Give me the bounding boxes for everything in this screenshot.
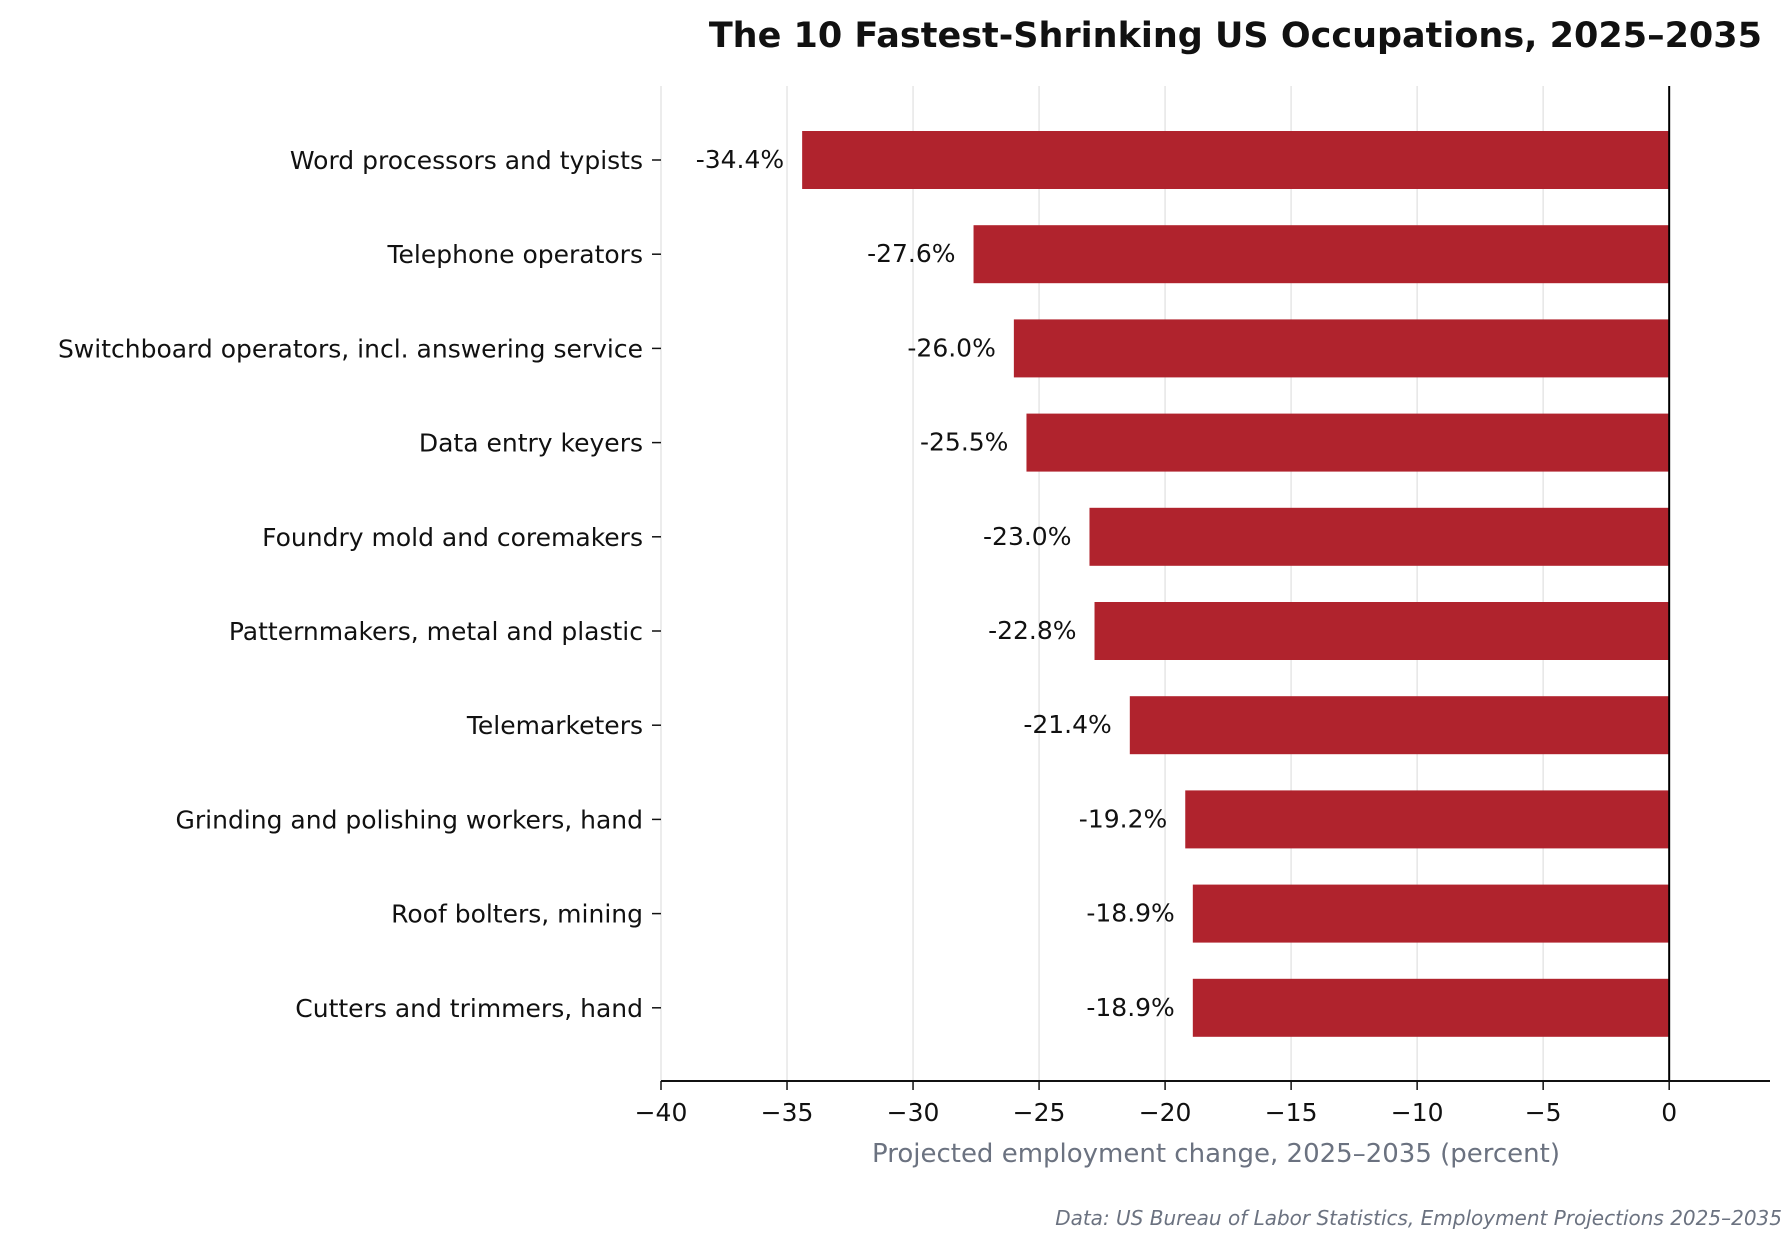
value-label-5: -22.8% — [988, 616, 1076, 645]
bar-5 — [1094, 602, 1670, 660]
x-tick-label-1: −35 — [761, 1098, 814, 1127]
value-label-7: -19.2% — [1079, 804, 1167, 833]
value-label-6: -21.4% — [1023, 710, 1111, 739]
bar-0 — [802, 131, 1670, 189]
category-label-4: Foundry mold and coremakers — [262, 523, 643, 552]
category-label-1: Telephone operators — [387, 240, 643, 269]
x-tick-label-7: −5 — [1525, 1098, 1562, 1127]
source-note: Data: US Bureau of Labor Statistics, Emp… — [1055, 1206, 1782, 1230]
value-label-3: -25.5% — [920, 428, 1008, 457]
bar-6 — [1129, 696, 1670, 755]
value-label-0: -34.4% — [696, 145, 784, 174]
bar-8 — [1192, 884, 1670, 943]
bars — [802, 131, 1670, 1037]
bar-9 — [1192, 978, 1670, 1037]
x-tick-label-4: −20 — [1139, 1098, 1192, 1127]
bar-2 — [1013, 319, 1670, 378]
x-tick-label-3: −25 — [1013, 1098, 1066, 1127]
x-tick-label-2: −30 — [887, 1098, 940, 1127]
x-tick-label-6: −10 — [1391, 1098, 1444, 1127]
x-tick-label-0: −40 — [635, 1098, 688, 1127]
value-label-8: -18.9% — [1086, 899, 1174, 928]
x-axis-label: Projected employment change, 2025–2035 (… — [872, 1139, 1560, 1169]
value-label-4: -23.0% — [983, 522, 1071, 551]
x-tick-label-5: −15 — [1265, 1098, 1318, 1127]
category-label-2: Switchboard operators, incl. answering s… — [58, 334, 643, 363]
bar-4 — [1089, 507, 1670, 566]
category-label-5: Patternmakers, metal and plastic — [229, 617, 643, 646]
category-label-9: Cutters and trimmers, hand — [295, 994, 643, 1023]
chart-title: The 10 Fastest-Shrinking US Occupations,… — [709, 16, 1762, 56]
labels: Word processors and typists -34.4% Telepho… — [58, 145, 1677, 1127]
category-label-0: Word processors and typists — [290, 146, 643, 175]
bar-1 — [973, 225, 1670, 284]
bar-3 — [1026, 413, 1670, 472]
x-tick-label-8: 0 — [1661, 1098, 1677, 1127]
category-label-8: Roof bolters, mining — [391, 900, 643, 929]
category-label-7: Grinding and polishing workers, hand — [176, 805, 644, 834]
bar-7 — [1185, 790, 1670, 849]
value-label-9: -18.9% — [1086, 993, 1174, 1022]
category-label-3: Data entry keyers — [419, 429, 643, 458]
value-label-2: -26.0% — [907, 333, 995, 362]
category-label-6: Telemarketers — [466, 711, 643, 740]
value-label-1: -27.6% — [867, 239, 955, 268]
axes — [652, 86, 1770, 1090]
